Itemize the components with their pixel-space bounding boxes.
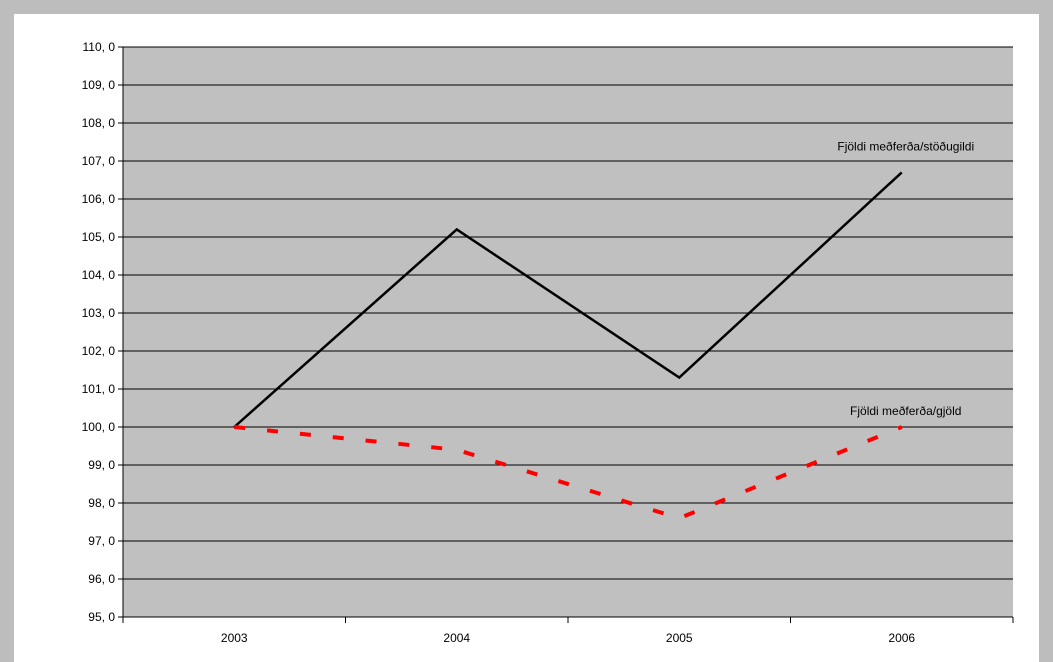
y-tick-label: 99, 0: [88, 458, 115, 472]
x-tick-label: 2005: [666, 631, 693, 645]
y-tick-label: 106, 0: [82, 192, 116, 206]
series-label-1: Fjöldi meðferða/stöðugildi: [837, 139, 974, 153]
y-tick-label: 110, 0: [83, 40, 116, 54]
x-tick-label: 2006: [888, 631, 915, 645]
window-top-border: [0, 0, 1053, 14]
x-tick-label: 2003: [221, 631, 248, 645]
plot-area: [123, 47, 1013, 617]
y-tick-label: 104, 0: [82, 268, 116, 282]
y-tick-label: 103, 0: [82, 306, 116, 320]
y-tick-label: 107, 0: [82, 154, 116, 168]
series-line-1: [233, 171, 903, 428]
y-tick-label: 96, 0: [88, 572, 115, 586]
window-right-border: [1039, 14, 1053, 662]
y-tick-label: 101, 0: [82, 382, 116, 396]
series-line-2: [234, 425, 903, 521]
y-tick-label: 95, 0: [88, 610, 115, 624]
y-tick-label: 100, 0: [82, 420, 116, 434]
y-tick-label: 109, 0: [82, 78, 116, 92]
window-left-border: [0, 14, 14, 662]
x-tick-label: 2004: [443, 631, 470, 645]
series-label-2: Fjöldi meðferða/gjöld: [850, 404, 961, 418]
y-tick-label: 108, 0: [82, 116, 116, 130]
y-tick-label: 105, 0: [82, 230, 116, 244]
y-tick-label: 98, 0: [88, 496, 115, 510]
y-tick-label: 102, 0: [82, 344, 116, 358]
y-tick-label: 97, 0: [88, 534, 115, 548]
